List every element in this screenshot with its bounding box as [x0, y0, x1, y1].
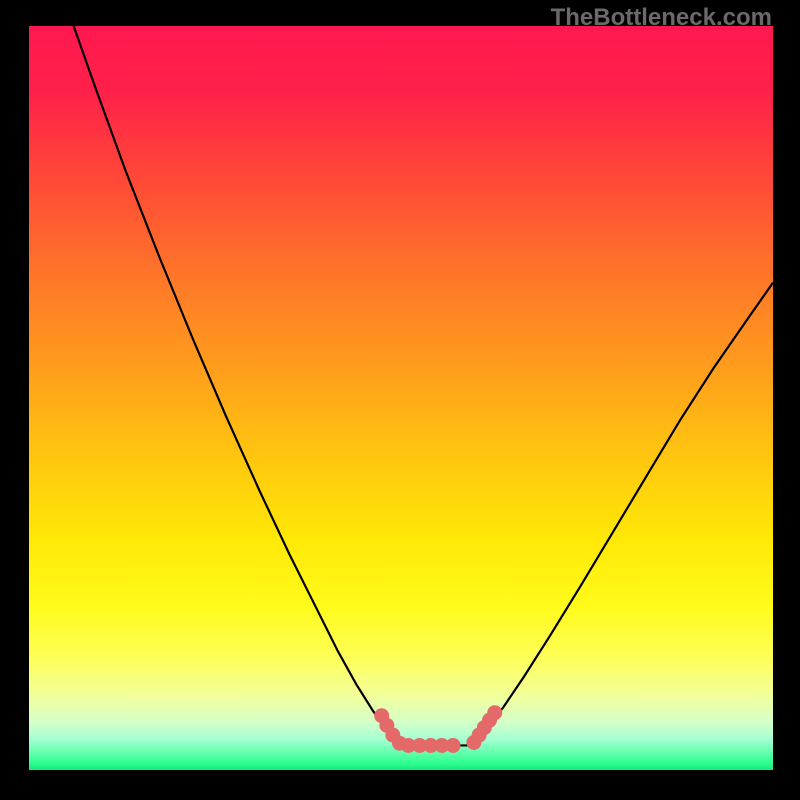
plot-area [29, 26, 773, 770]
watermark-text: TheBottleneck.com [551, 4, 772, 32]
markers-right [466, 705, 502, 750]
stage: TheBottleneck.com [0, 0, 800, 800]
marker-dot [487, 705, 502, 720]
curve-right [475, 283, 773, 742]
markers-left [374, 708, 460, 753]
chart-svg [29, 26, 773, 770]
curve-left [74, 26, 398, 742]
marker-dot [446, 738, 461, 753]
